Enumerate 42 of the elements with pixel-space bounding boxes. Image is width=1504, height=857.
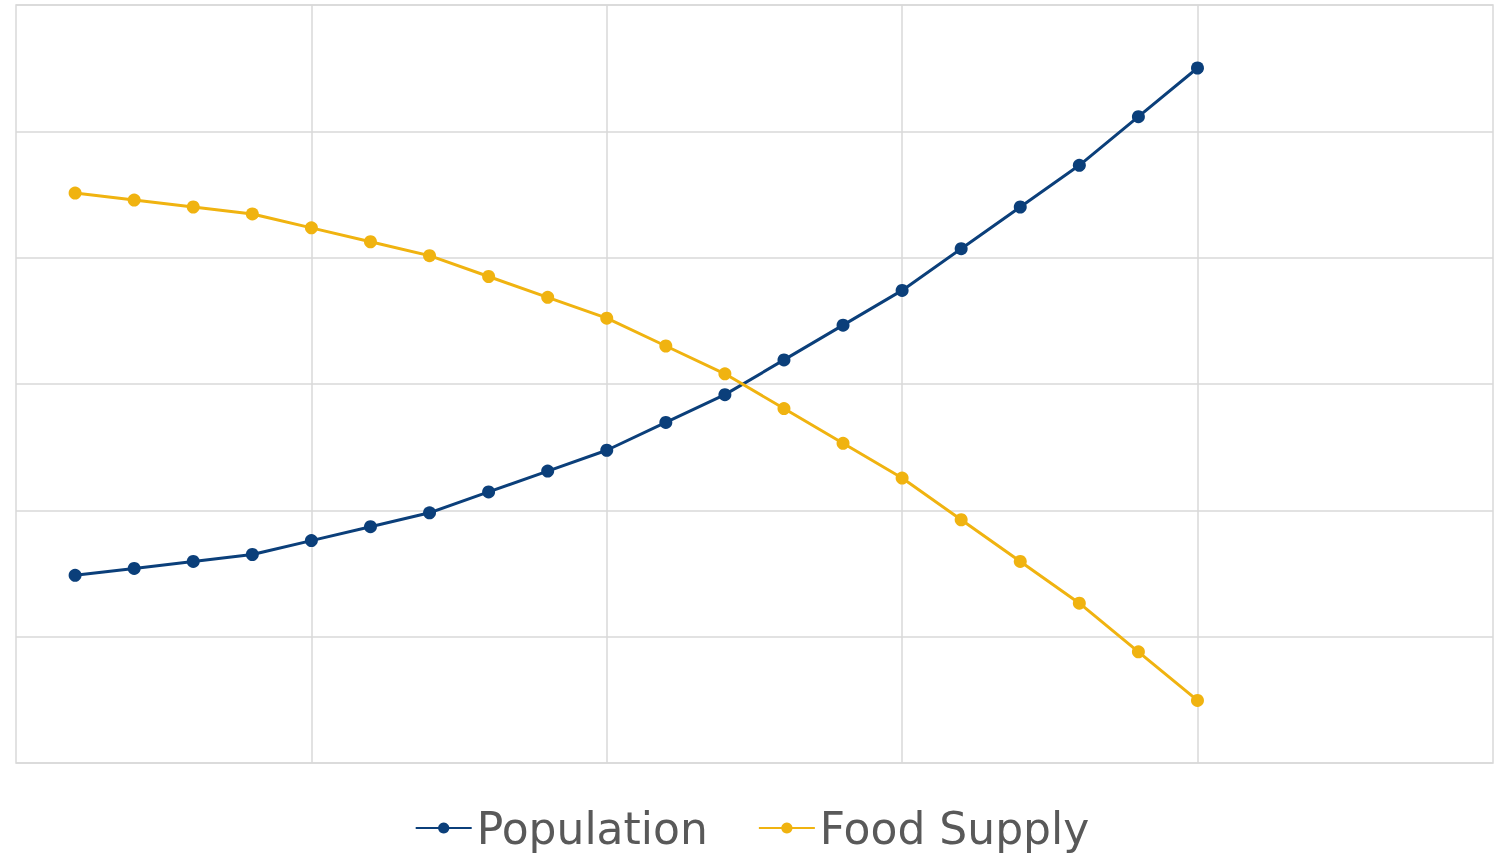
point bbox=[541, 290, 555, 304]
point bbox=[836, 318, 850, 332]
point bbox=[1013, 554, 1027, 568]
point bbox=[895, 283, 909, 297]
point bbox=[482, 485, 496, 499]
point bbox=[600, 443, 614, 457]
point bbox=[304, 534, 318, 548]
point bbox=[363, 235, 377, 249]
point bbox=[718, 388, 732, 402]
point bbox=[68, 186, 82, 200]
point bbox=[363, 520, 377, 534]
point bbox=[1131, 645, 1145, 659]
point bbox=[68, 568, 82, 582]
legend-label: Population bbox=[476, 802, 708, 854]
point bbox=[423, 506, 437, 520]
point bbox=[423, 249, 437, 263]
point bbox=[659, 415, 673, 429]
point bbox=[895, 471, 909, 485]
point bbox=[541, 464, 555, 478]
point bbox=[186, 554, 200, 568]
point bbox=[482, 270, 496, 283]
point bbox=[954, 513, 968, 527]
point bbox=[1072, 596, 1086, 610]
point bbox=[127, 561, 141, 575]
point bbox=[1190, 61, 1204, 75]
point bbox=[777, 402, 791, 416]
point bbox=[659, 339, 673, 353]
legend-label: Food Supply bbox=[819, 802, 1090, 854]
point bbox=[127, 193, 141, 207]
point bbox=[836, 436, 850, 450]
point bbox=[245, 207, 259, 221]
point bbox=[186, 200, 200, 214]
point bbox=[304, 221, 318, 235]
point bbox=[954, 242, 968, 256]
point bbox=[600, 311, 614, 325]
point bbox=[1190, 693, 1204, 707]
point bbox=[245, 548, 259, 561]
point bbox=[1131, 110, 1145, 124]
point bbox=[718, 367, 732, 381]
point bbox=[1013, 200, 1027, 214]
point bbox=[1072, 158, 1086, 172]
point bbox=[777, 353, 791, 367]
